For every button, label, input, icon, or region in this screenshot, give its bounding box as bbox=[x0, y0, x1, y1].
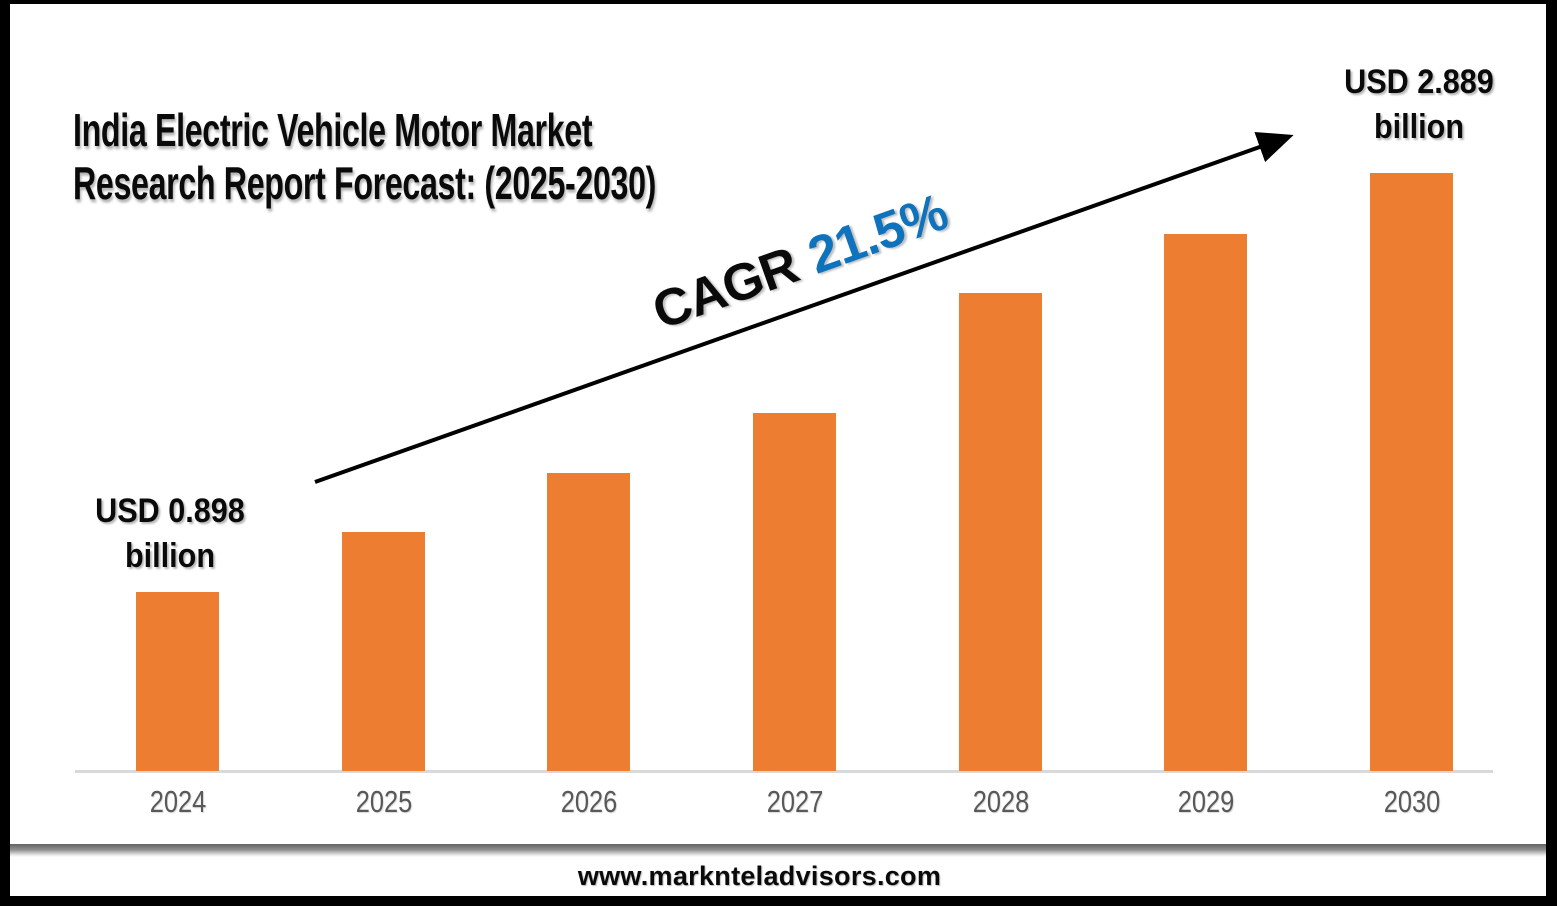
start-value-amount: USD 0.898 bbox=[95, 492, 245, 530]
bar-2030 bbox=[1370, 173, 1453, 771]
x-axis-line bbox=[75, 770, 1493, 773]
frame-border-left bbox=[0, 0, 10, 906]
start-value-unit: billion bbox=[124, 537, 216, 575]
chart-title: India Electric Vehicle Motor Market Rese… bbox=[73, 104, 656, 210]
bar-2027 bbox=[753, 413, 836, 771]
bar-2025 bbox=[342, 532, 425, 771]
x-axis-label-2025: 2025 bbox=[355, 784, 413, 819]
start-value-label: USD 0.898 billion bbox=[17, 489, 323, 579]
bar-2026 bbox=[547, 473, 630, 771]
x-axis-label-2029: 2029 bbox=[1177, 784, 1235, 819]
frame-border-top bbox=[0, 0, 1557, 4]
end-value-label: USD 2.889 billion bbox=[1266, 60, 1557, 150]
x-axis-label-2027: 2027 bbox=[766, 784, 824, 819]
trend-arrow-line bbox=[314, 131, 1294, 484]
x-axis-label-2026: 2026 bbox=[560, 784, 618, 819]
bar-2029 bbox=[1164, 234, 1247, 771]
chart-title-line1: India Electric Vehicle Motor Market bbox=[73, 104, 593, 156]
chart-title-line2: Research Report Forecast: (2025-2030) bbox=[73, 157, 657, 209]
end-value-unit: billion bbox=[1373, 108, 1465, 146]
bar-2024 bbox=[136, 592, 219, 771]
x-axis-label-2028: 2028 bbox=[972, 784, 1030, 819]
frame-border-bottom bbox=[0, 896, 1557, 906]
bar-2028 bbox=[959, 293, 1042, 771]
x-axis-label-2030: 2030 bbox=[1383, 784, 1441, 819]
website-url: www.marknteladvisors.com bbox=[577, 861, 942, 891]
footer-divider bbox=[10, 844, 1546, 857]
x-axis-label-2024: 2024 bbox=[149, 784, 207, 819]
end-value-amount: USD 2.889 bbox=[1344, 63, 1494, 101]
frame-border-right bbox=[1546, 0, 1557, 906]
